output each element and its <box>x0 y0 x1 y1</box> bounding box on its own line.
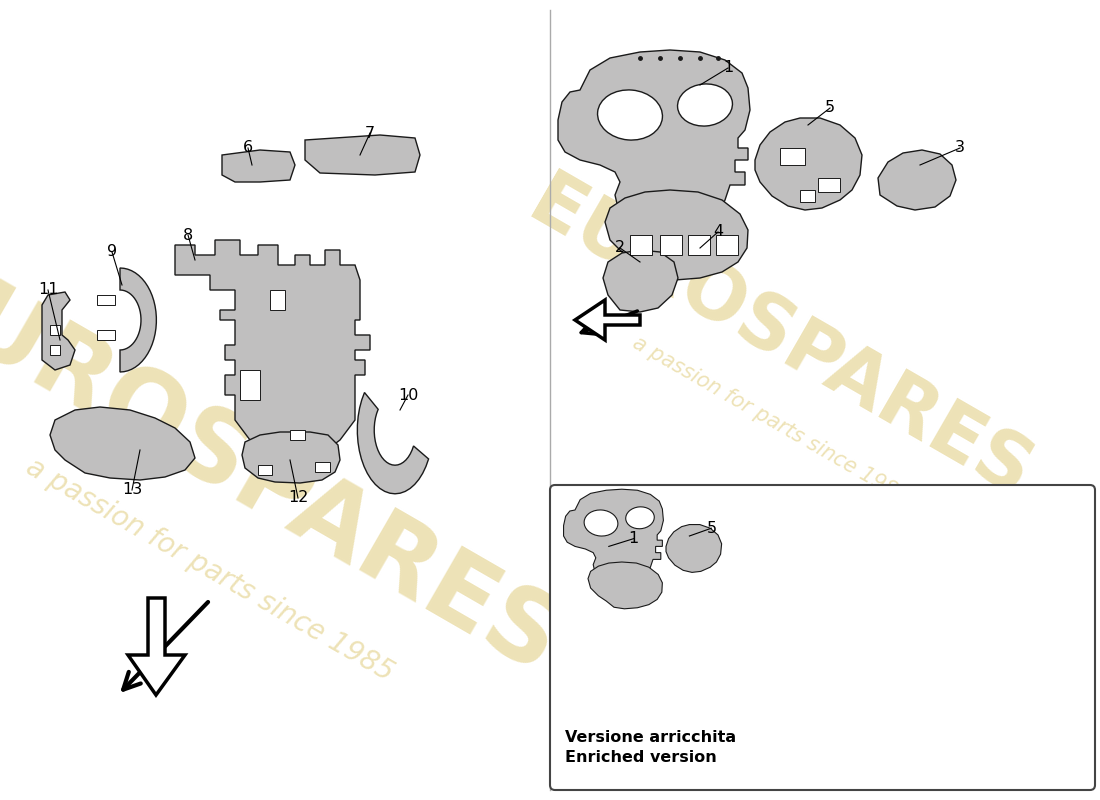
Polygon shape <box>688 235 710 255</box>
Text: 5: 5 <box>706 521 716 536</box>
Polygon shape <box>603 250 678 312</box>
Text: 3: 3 <box>955 141 965 155</box>
Polygon shape <box>97 295 116 305</box>
Ellipse shape <box>597 90 662 140</box>
Polygon shape <box>50 325 60 335</box>
Polygon shape <box>605 190 748 280</box>
Polygon shape <box>588 562 662 609</box>
Polygon shape <box>878 150 956 210</box>
Polygon shape <box>50 345 60 355</box>
Polygon shape <box>660 235 682 255</box>
Polygon shape <box>601 586 613 596</box>
Polygon shape <box>631 586 642 596</box>
Ellipse shape <box>626 507 654 529</box>
Text: 10: 10 <box>398 387 418 402</box>
Polygon shape <box>42 292 75 370</box>
Text: 11: 11 <box>37 282 58 298</box>
Text: 9: 9 <box>107 245 117 259</box>
Text: EUROSPARES: EUROSPARES <box>0 242 575 698</box>
Polygon shape <box>800 190 815 202</box>
FancyBboxPatch shape <box>550 485 1094 790</box>
Polygon shape <box>358 393 429 494</box>
Text: 7: 7 <box>365 126 375 141</box>
Polygon shape <box>175 240 370 460</box>
Text: EUROSPARES: EUROSPARES <box>516 166 1044 514</box>
Polygon shape <box>818 178 840 192</box>
Polygon shape <box>242 432 340 483</box>
Text: 2: 2 <box>615 241 625 255</box>
Text: Enriched version: Enriched version <box>565 750 717 765</box>
Polygon shape <box>716 235 738 255</box>
Text: 13: 13 <box>122 482 142 498</box>
Polygon shape <box>630 235 652 255</box>
Polygon shape <box>128 598 185 695</box>
Ellipse shape <box>584 510 618 536</box>
Polygon shape <box>666 525 722 573</box>
Text: 4: 4 <box>713 225 723 239</box>
Polygon shape <box>120 268 156 372</box>
Text: 5: 5 <box>825 101 835 115</box>
Polygon shape <box>563 489 663 584</box>
Text: 1: 1 <box>723 61 733 75</box>
Polygon shape <box>575 300 640 340</box>
Text: 1: 1 <box>629 531 639 546</box>
Polygon shape <box>646 586 657 596</box>
Polygon shape <box>270 290 285 310</box>
Polygon shape <box>222 150 295 182</box>
Polygon shape <box>240 370 260 400</box>
Text: Versione arricchita: Versione arricchita <box>565 730 736 745</box>
Text: a passion for parts since 1985: a passion for parts since 1985 <box>21 453 398 687</box>
Polygon shape <box>50 407 195 480</box>
Polygon shape <box>97 330 116 340</box>
Text: 6: 6 <box>243 141 253 155</box>
Polygon shape <box>258 465 272 475</box>
Polygon shape <box>617 586 628 596</box>
Text: 8: 8 <box>183 227 194 242</box>
Polygon shape <box>558 50 750 232</box>
Polygon shape <box>780 148 805 165</box>
Text: 12: 12 <box>288 490 308 506</box>
Polygon shape <box>290 430 305 440</box>
Text: a passion for parts since 1985: a passion for parts since 1985 <box>628 333 912 507</box>
Polygon shape <box>755 118 862 210</box>
Polygon shape <box>315 462 330 472</box>
Polygon shape <box>305 135 420 175</box>
Ellipse shape <box>678 84 733 126</box>
